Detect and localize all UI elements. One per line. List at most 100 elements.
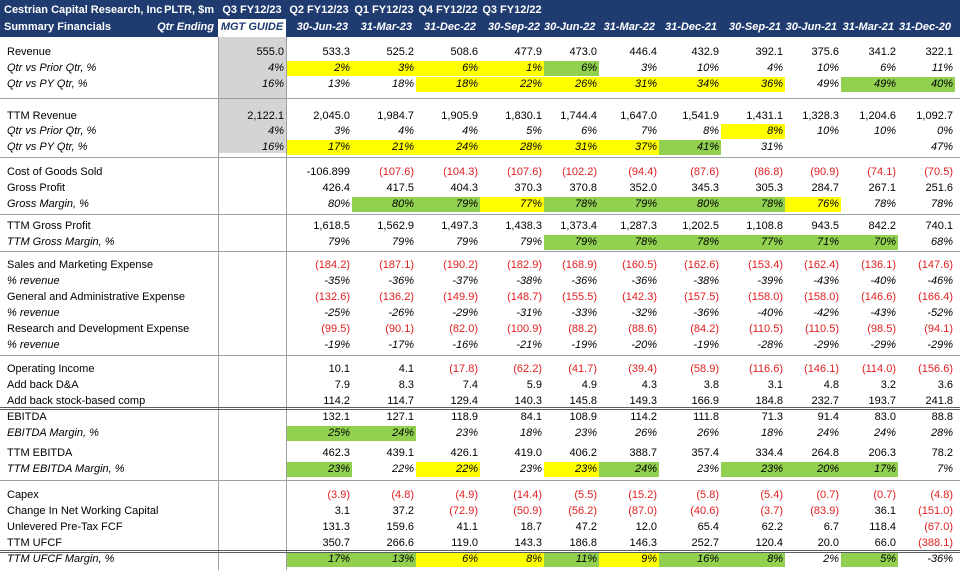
table-cell: 1,373.4 xyxy=(560,220,597,232)
table-cell: 22% xyxy=(416,462,480,477)
table-cell: 184.8 xyxy=(755,395,783,407)
report-subtitle: Summary Financials xyxy=(4,21,111,33)
table-cell: (99.5) xyxy=(321,323,350,335)
table-cell: 7.4 xyxy=(462,379,478,391)
row-label: Unlevered Pre-Tax FCF xyxy=(7,521,123,533)
table-cell: 8% xyxy=(721,124,785,139)
table-cell: -28% xyxy=(757,339,783,351)
table-cell: 66.0 xyxy=(874,537,896,549)
table-cell: 206.3 xyxy=(868,447,896,459)
table-cell: 10% xyxy=(816,62,839,74)
table-cell: 28% xyxy=(480,140,544,155)
table-cell: -40% xyxy=(757,307,783,319)
table-cell xyxy=(218,488,286,503)
table-cell: -36% xyxy=(927,553,953,565)
row-label: Qtr vs Prior Qtr, % xyxy=(7,62,97,74)
table-cell: 12.0 xyxy=(635,521,657,533)
table-cell: 18.7 xyxy=(520,521,542,533)
table-cell: 352.0 xyxy=(629,182,657,194)
row-label: % revenue xyxy=(7,339,60,351)
company-name: Cestrian Capital Research, Inc xyxy=(4,4,163,16)
table-cell: 71% xyxy=(785,235,841,250)
table-cell: 4% xyxy=(268,125,284,137)
table-cell: 79% xyxy=(519,236,542,248)
table-cell: (94.4) xyxy=(628,166,657,178)
table-cell: 91.4 xyxy=(817,411,839,423)
row-label: Sales and Marketing Expense xyxy=(7,259,154,271)
period-date: 30-Jun-23 xyxy=(296,21,348,33)
table-cell: 252.7 xyxy=(691,537,719,549)
table-cell: 555.0 xyxy=(256,46,284,58)
row-label: General and Administrative Expense xyxy=(7,291,185,303)
table-cell: (136.1) xyxy=(861,259,896,271)
table-cell: -36% xyxy=(571,275,597,287)
table-cell: 462.3 xyxy=(322,447,350,459)
table-cell: (62.2) xyxy=(513,363,542,375)
table-cell: 37% xyxy=(599,140,659,155)
table-cell: -40% xyxy=(870,275,896,287)
table-cell: (156.6) xyxy=(918,363,953,375)
table-cell: 28% xyxy=(930,427,953,439)
table-cell: 23% xyxy=(721,462,785,477)
table-cell: -29% xyxy=(813,339,839,351)
table-cell: -21% xyxy=(516,339,542,351)
table-cell: (187.1) xyxy=(379,259,414,271)
row-label: % revenue xyxy=(7,275,60,287)
table-cell: 345.3 xyxy=(691,182,719,194)
table-cell: (104.3) xyxy=(443,166,478,178)
table-cell: 16% xyxy=(261,78,284,90)
table-cell: 1,497.3 xyxy=(441,220,478,232)
period-date: 31-Mar-22 xyxy=(603,21,655,33)
table-cell: 1,431.1 xyxy=(746,110,783,122)
table-cell: (110.5) xyxy=(748,323,783,335)
table-cell: 68% xyxy=(930,236,953,248)
table-cell: 41.1 xyxy=(456,521,478,533)
table-cell: (70.5) xyxy=(924,166,953,178)
table-cell: (87.0) xyxy=(628,505,657,517)
table-cell: (157.5) xyxy=(684,291,719,303)
table-cell: 21% xyxy=(352,140,416,155)
table-cell: 17% xyxy=(286,140,352,155)
table-cell: 18% xyxy=(760,427,783,439)
table-cell: -33% xyxy=(571,307,597,319)
table-cell: 6% xyxy=(880,62,896,74)
table-cell: 16% xyxy=(659,552,721,567)
table-cell: 7% xyxy=(937,463,953,475)
table-cell: -29% xyxy=(927,339,953,351)
table-cell: 79% xyxy=(327,236,350,248)
row-label: Qtr vs PY Qtr, % xyxy=(7,78,88,90)
ticker-label: PLTR, $m xyxy=(164,4,214,16)
table-cell: (5.8) xyxy=(696,489,719,501)
table-cell: -43% xyxy=(870,307,896,319)
table-cell: 5.9 xyxy=(526,379,542,391)
table-cell: (84.2) xyxy=(690,323,719,335)
table-cell: 22% xyxy=(480,77,544,92)
table-cell: 232.7 xyxy=(811,395,839,407)
table-cell: -38% xyxy=(693,275,719,287)
table-cell: -25% xyxy=(324,307,350,319)
table-cell: 49% xyxy=(841,77,898,92)
row-label: Gross Margin, % xyxy=(7,198,89,210)
table-cell: 159.6 xyxy=(386,521,414,533)
table-cell: 114.7 xyxy=(387,395,414,407)
table-cell: 84.1 xyxy=(520,411,542,423)
table-cell: (388.1) xyxy=(918,537,953,549)
table-cell: 78% xyxy=(873,198,896,210)
period-date: 31-Mar-21 xyxy=(842,21,894,33)
table-cell: 305.3 xyxy=(755,182,783,194)
table-cell xyxy=(841,140,898,155)
table-cell: (132.6) xyxy=(315,291,350,303)
table-cell: (56.2) xyxy=(568,505,597,517)
table-cell: 24% xyxy=(873,427,896,439)
table-cell: 23% xyxy=(519,463,542,475)
table-cell: 34% xyxy=(659,77,721,92)
table-cell: 322.1 xyxy=(925,46,953,58)
table-cell: 1,328.3 xyxy=(802,110,839,122)
table-cell: -36% xyxy=(693,307,719,319)
table-cell: 6% xyxy=(544,61,599,76)
row-label: TTM Gross Margin, % xyxy=(7,236,115,248)
table-cell: 119.0 xyxy=(451,537,478,549)
table-cell: 88.8 xyxy=(931,411,953,423)
row-label: Capex xyxy=(7,489,39,501)
period-date: 31-Dec-21 xyxy=(665,21,717,33)
